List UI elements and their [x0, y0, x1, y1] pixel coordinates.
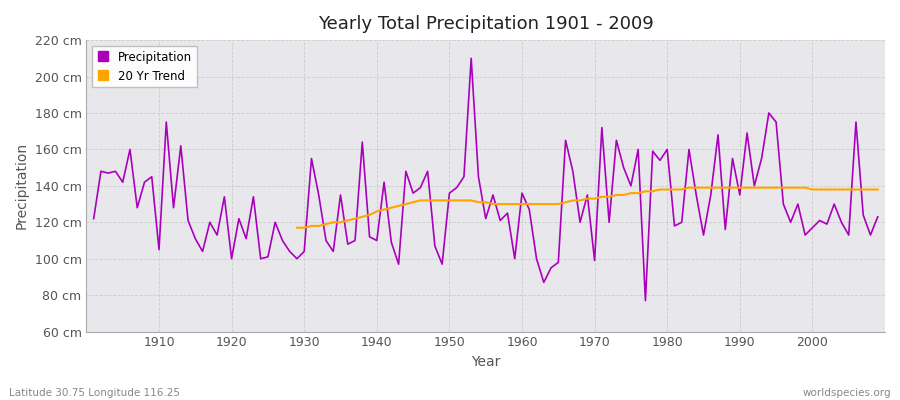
Precipitation	[872, 214, 883, 219]
20 Yr Trend	[770, 185, 781, 190]
Precipitation	[349, 238, 360, 243]
Line: Precipitation: Precipitation	[94, 58, 878, 301]
Text: worldspecies.org: worldspecies.org	[803, 388, 891, 398]
Precipitation	[517, 191, 527, 196]
Precipitation	[640, 298, 651, 303]
Legend: Precipitation, 20 Yr Trend: Precipitation, 20 Yr Trend	[93, 46, 197, 87]
Text: Latitude 30.75 Longitude 116.25: Latitude 30.75 Longitude 116.25	[9, 388, 180, 398]
20 Yr Trend	[684, 185, 695, 190]
Title: Yearly Total Precipitation 1901 - 2009: Yearly Total Precipitation 1901 - 2009	[318, 15, 653, 33]
20 Yr Trend	[872, 187, 883, 192]
Precipitation	[306, 156, 317, 161]
Precipitation	[466, 56, 477, 61]
Y-axis label: Precipitation: Precipitation	[15, 142, 29, 230]
Precipitation	[147, 174, 158, 179]
20 Yr Trend	[611, 192, 622, 197]
Precipitation	[611, 138, 622, 143]
20 Yr Trend	[654, 187, 665, 192]
20 Yr Trend	[822, 187, 832, 192]
Precipitation	[88, 216, 99, 221]
20 Yr Trend	[800, 185, 811, 190]
Precipitation	[524, 207, 535, 212]
20 Yr Trend	[727, 185, 738, 190]
X-axis label: Year: Year	[471, 355, 500, 369]
20 Yr Trend	[292, 225, 302, 230]
Line: 20 Yr Trend: 20 Yr Trend	[297, 188, 878, 228]
